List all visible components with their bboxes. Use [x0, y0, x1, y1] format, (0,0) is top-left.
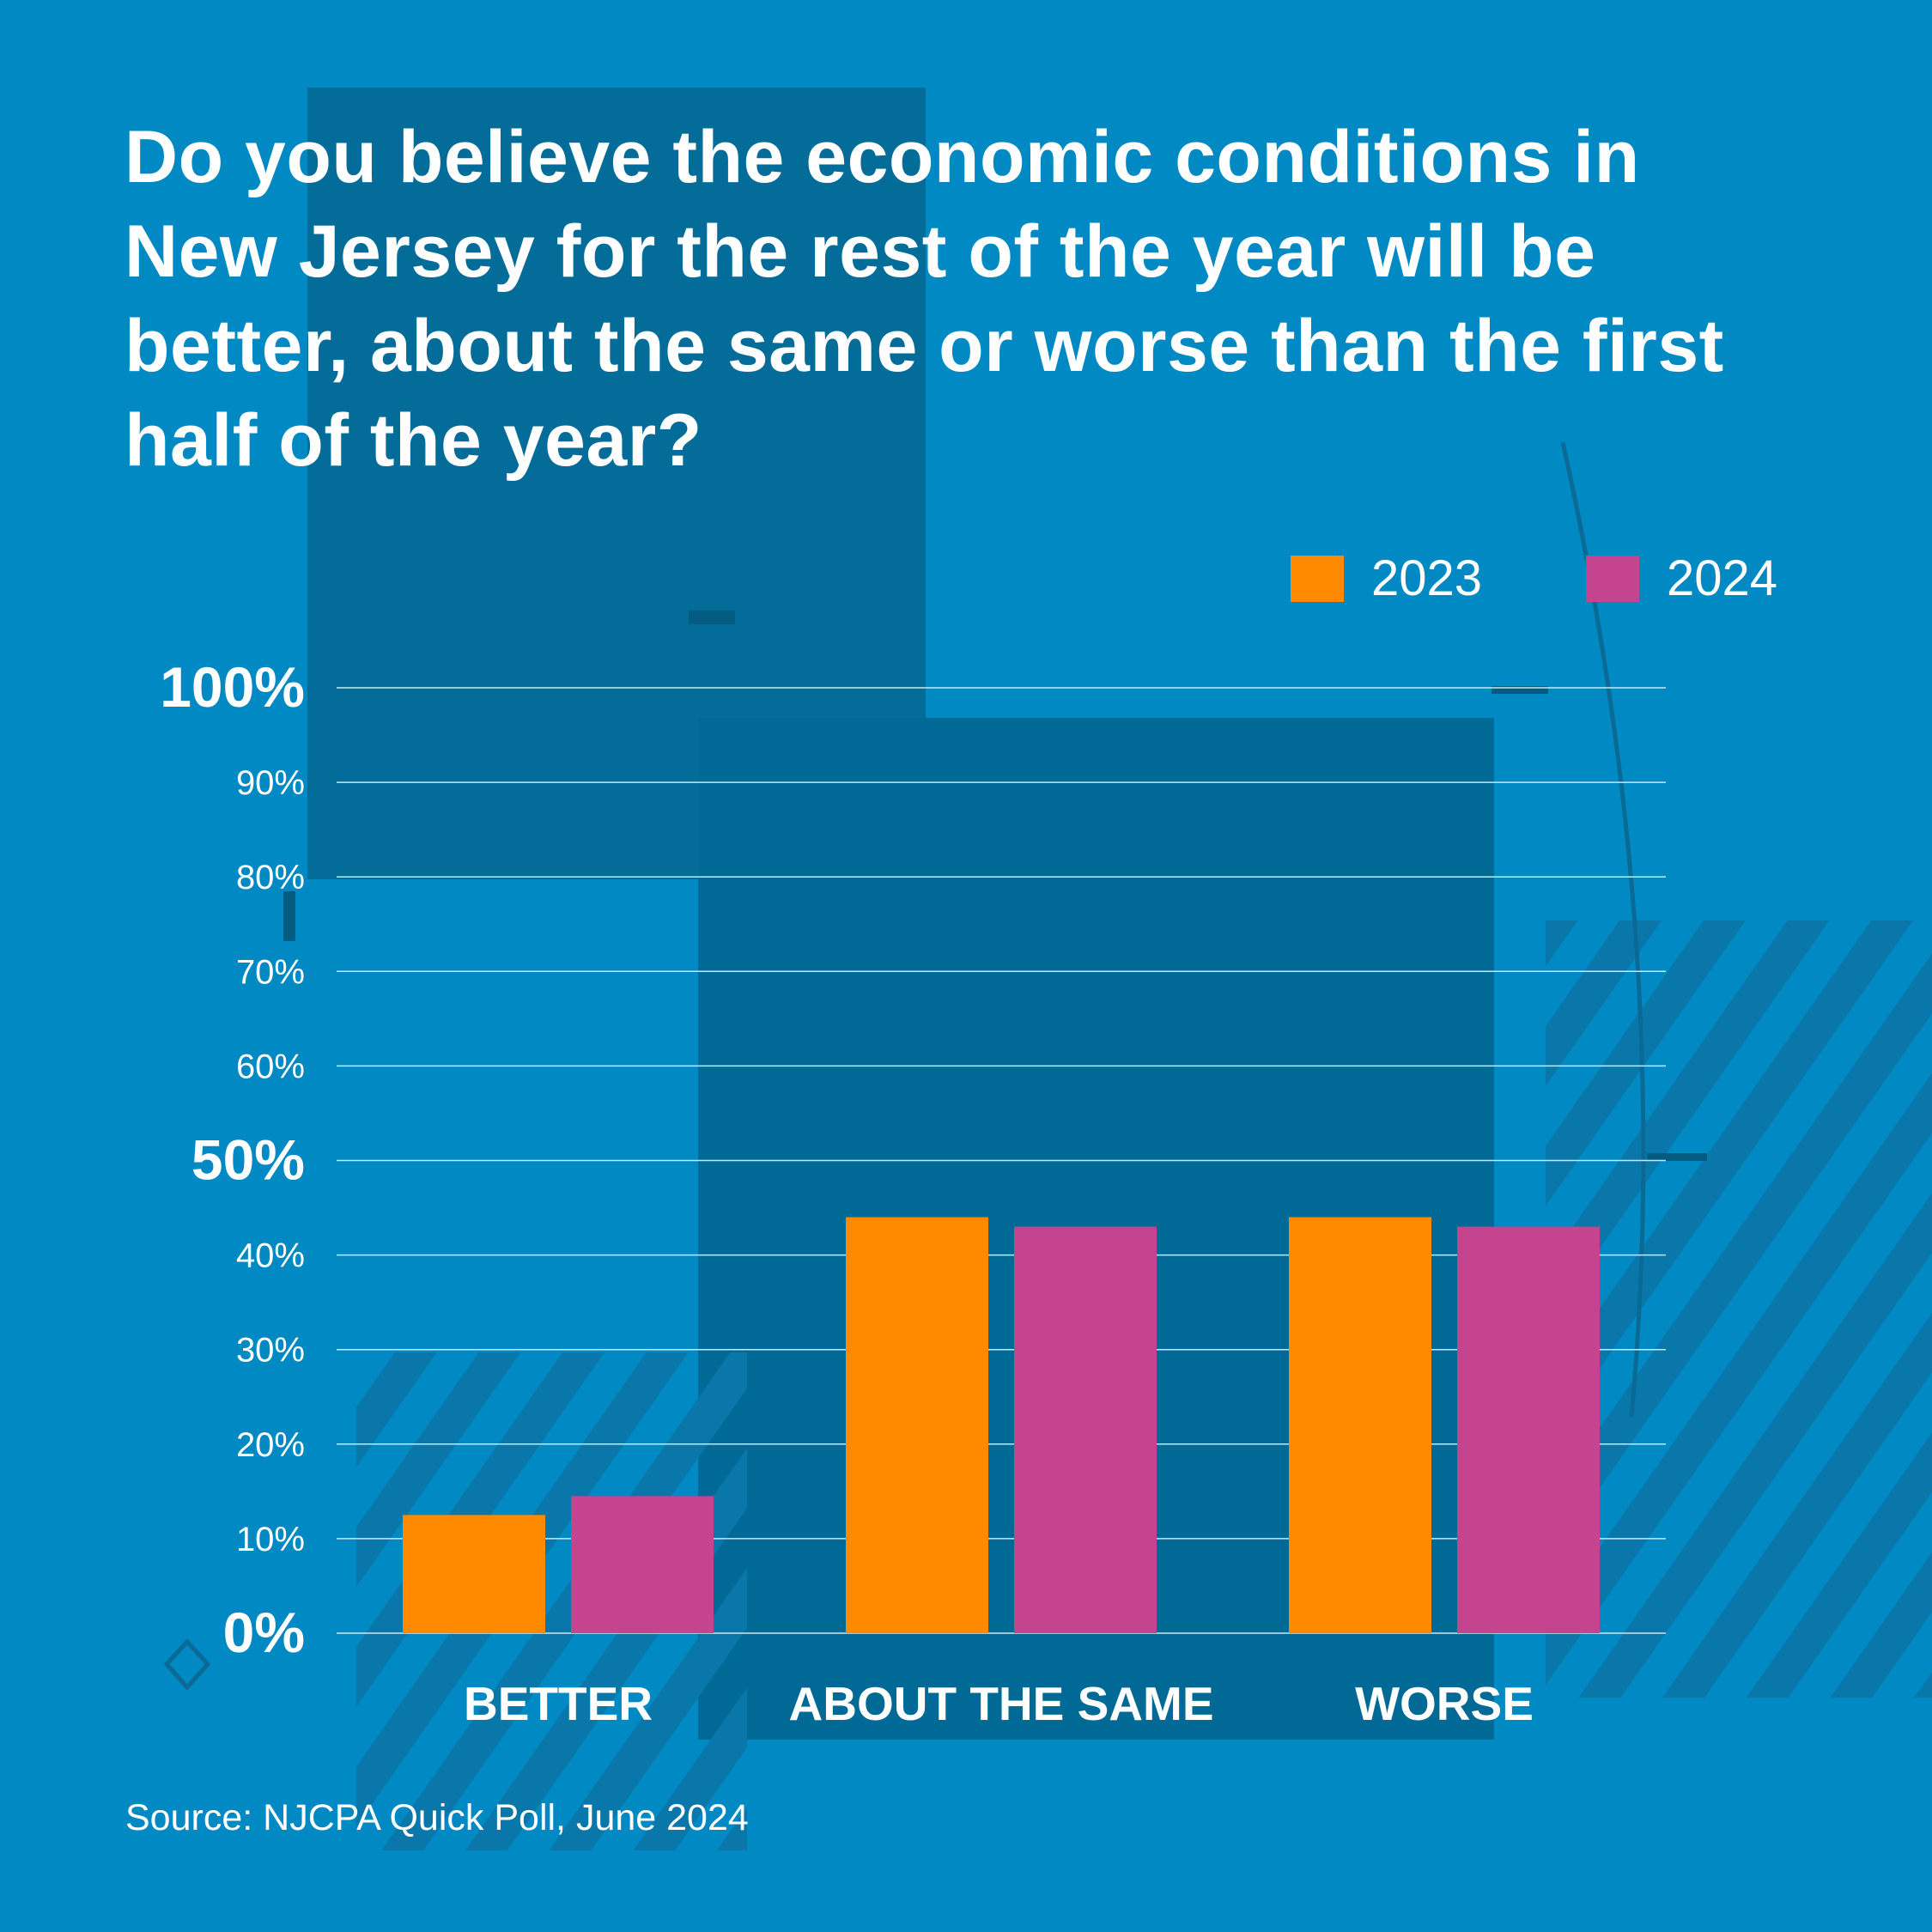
bg-dash-2 [1492, 686, 1548, 694]
y-tick-label: 60% [236, 1048, 305, 1085]
legend-swatch-2023 [1291, 555, 1344, 602]
y-tick-label: 10% [236, 1521, 305, 1558]
legend-item-2024: 2024 [1586, 550, 1777, 607]
y-tick-label: 70% [236, 953, 305, 991]
bg-dash-4 [283, 891, 295, 941]
x-category-label: WORSE [1355, 1677, 1534, 1730]
bar-2024 [571, 1496, 714, 1633]
bar-2024 [1014, 1226, 1157, 1633]
bar-2024 [1457, 1226, 1600, 1633]
y-tick-label: 30% [236, 1332, 305, 1370]
y-tick-label: 20% [236, 1426, 305, 1464]
bg-stripe-panel-right [1546, 920, 1932, 1698]
y-tick-label: 0% [223, 1601, 305, 1664]
bar-2023 [846, 1217, 988, 1633]
legend-item-2023: 2023 [1291, 550, 1482, 607]
chart-title: Do you believe the economic conditions i… [125, 116, 1724, 482]
y-tick-label: 50% [191, 1128, 305, 1192]
legend-label-2023: 2023 [1371, 550, 1483, 606]
legend-swatch-2024 [1586, 555, 1639, 602]
bg-dash-1 [689, 611, 735, 624]
bg-dash-3 [1647, 1153, 1707, 1161]
y-tick-label: 90% [236, 764, 305, 802]
x-category-label: ABOUT THE SAME [789, 1677, 1214, 1730]
y-tick-label: 100% [160, 655, 305, 719]
bg-diamond [163, 1638, 211, 1691]
source-note: Source: NJCPA Quick Poll, June 2024 [125, 1797, 749, 1838]
legend-label-2024: 2024 [1667, 550, 1778, 606]
bar-2023 [1289, 1217, 1431, 1633]
bar-2023 [403, 1515, 545, 1633]
y-tick-label: 80% [236, 859, 305, 896]
y-tick-label: 40% [236, 1237, 305, 1275]
x-category-label: BETTER [464, 1677, 653, 1730]
